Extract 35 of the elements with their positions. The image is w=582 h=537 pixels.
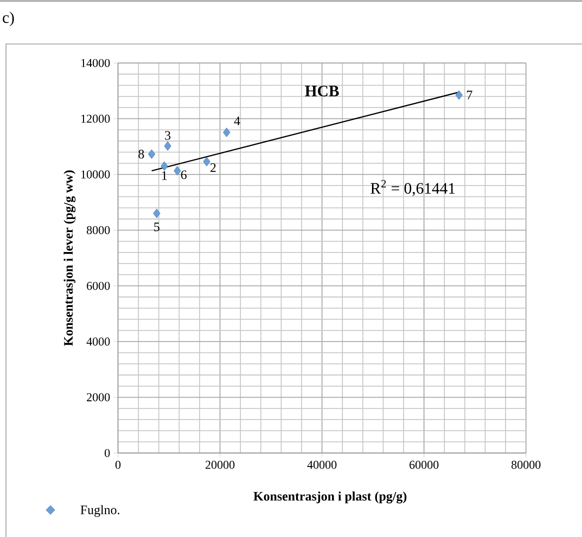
x-tick-label: 40000 — [307, 460, 336, 469]
y-tick-label: 8000 — [86, 226, 110, 234]
y-tick-label: 6000 — [86, 282, 110, 290]
point — [148, 149, 156, 159]
legend-label: Fuglno. — [80, 505, 120, 517]
x-tick-label: 60000 — [410, 460, 438, 469]
point — [223, 128, 230, 138]
y-tick-label: 14000 — [81, 58, 110, 68]
annotation: 7 — [467, 90, 472, 100]
point — [203, 156, 210, 166]
point — [174, 166, 181, 176]
annotation: 6 — [181, 170, 187, 180]
annotation: 8 — [138, 150, 144, 158]
y-axis-title: Konsentrasjon i lever (pg/g ww) — [64, 170, 76, 346]
point — [164, 141, 172, 151]
point — [153, 208, 160, 218]
annotation: 3 — [165, 131, 170, 140]
text: c) — [2, 12, 14, 26]
y-tick-label: 0 — [104, 448, 110, 458]
x-tick-label: 20000 — [206, 460, 234, 469]
annotation: 4 — [234, 116, 240, 126]
y-tick-label: 4000 — [86, 338, 110, 346]
point — [160, 161, 168, 171]
y-tick-label: 2000 — [86, 393, 110, 402]
x-tick-label: 0 — [115, 460, 121, 469]
point — [455, 90, 463, 100]
text: HCB — [304, 86, 339, 96]
annotation: 2 — [210, 163, 216, 172]
y-tick-label: 12000 — [81, 114, 110, 123]
y-tick-label: 10000 — [81, 170, 110, 178]
annotation: R$^{2}$ = 0,61441 — [370, 180, 455, 196]
annotation: 1 — [162, 171, 167, 180]
annotation: 5 — [154, 222, 160, 232]
x-tick-label: 80000 — [512, 460, 540, 469]
x-axis-title: Konsentrasjon i plast (pg/g) — [254, 492, 406, 504]
